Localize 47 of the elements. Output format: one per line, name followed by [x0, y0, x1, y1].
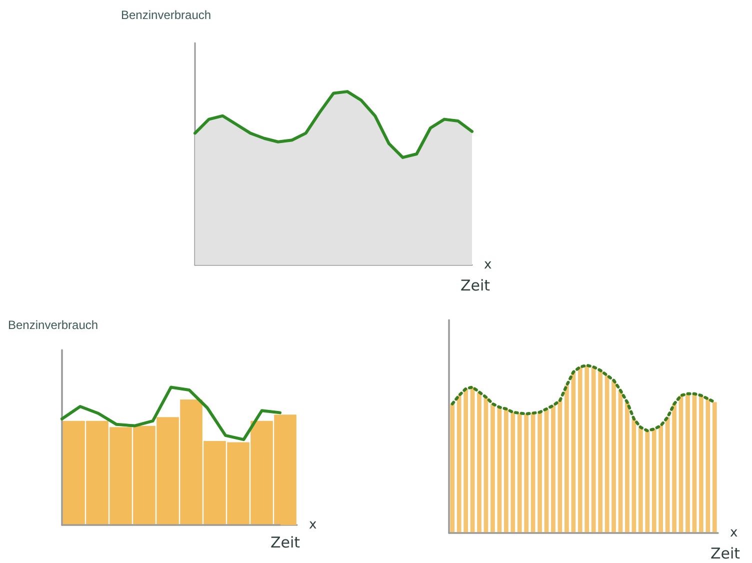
- x-axis-title: Zeit: [460, 276, 490, 294]
- bar: [538, 412, 542, 533]
- x-axis-title: Zeit: [270, 534, 300, 552]
- bar: [464, 388, 468, 533]
- bar: [470, 387, 475, 533]
- bar: [645, 430, 650, 533]
- bar: [584, 365, 590, 533]
- y-axis-title: Benzinverbrauch: [8, 318, 98, 332]
- bar: [504, 408, 508, 533]
- text: x: [484, 258, 492, 272]
- bar: [497, 407, 502, 533]
- text: x: [309, 518, 317, 532]
- bar: [524, 414, 529, 533]
- bar: [456, 395, 462, 533]
- bar: [564, 385, 569, 533]
- bar: [571, 372, 576, 533]
- bar: [510, 412, 516, 533]
- bar: [672, 404, 676, 533]
- bar: [699, 395, 704, 533]
- bar: [517, 413, 522, 533]
- bar: [652, 429, 656, 533]
- bar: [612, 380, 616, 533]
- bar: [692, 394, 697, 533]
- bar: [706, 398, 710, 533]
- bar: [618, 390, 623, 533]
- bar: [558, 400, 562, 533]
- bar: [591, 366, 596, 533]
- y-axis-title: Benzinverbrauch: [121, 8, 212, 22]
- bar: [530, 413, 536, 533]
- bar: [551, 406, 556, 533]
- bar: [450, 404, 455, 533]
- bar: [712, 402, 717, 533]
- bar: [632, 418, 636, 533]
- bar: [544, 408, 549, 533]
- x-axis-title: Zeit: [710, 544, 740, 562]
- bar: [578, 366, 582, 533]
- bar: [598, 370, 602, 533]
- bar: [678, 395, 684, 533]
- bar: [658, 426, 664, 533]
- bar: [625, 402, 630, 533]
- bar: [638, 427, 643, 533]
- bar: [477, 392, 482, 533]
- bar: [484, 397, 488, 533]
- text: x: [730, 526, 738, 540]
- bar: [490, 404, 495, 533]
- bar: [604, 375, 610, 533]
- bar: [686, 394, 690, 533]
